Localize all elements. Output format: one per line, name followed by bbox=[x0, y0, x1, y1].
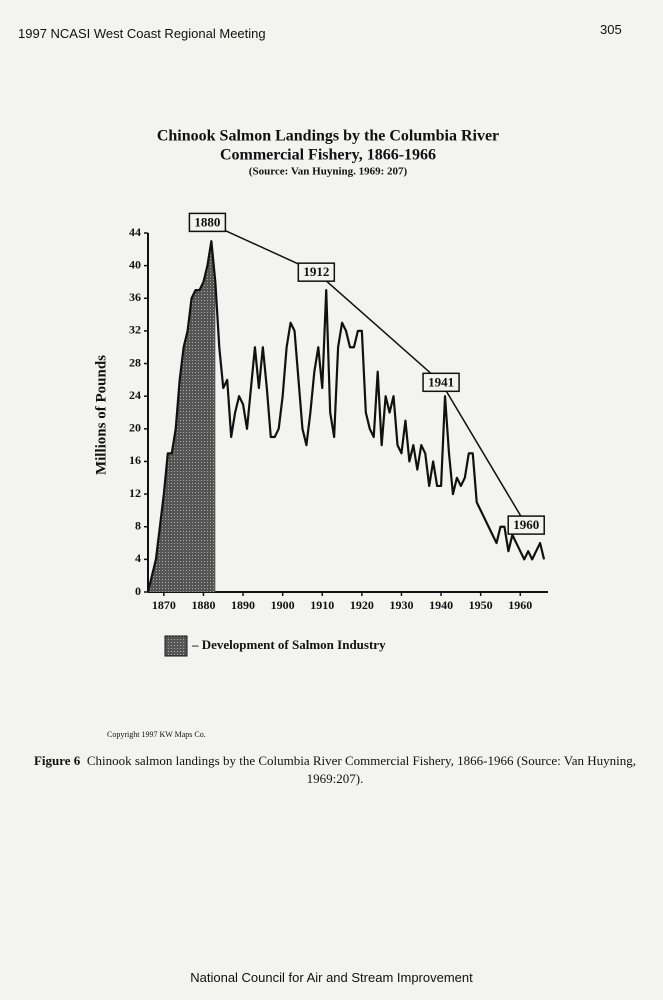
annotation-label: 1960 bbox=[513, 517, 539, 532]
x-tick-label: 1870 bbox=[152, 598, 176, 612]
y-tick-label: 44 bbox=[129, 225, 141, 239]
annotation-box bbox=[422, 372, 460, 393]
legend-label: – Development of Salmon Industry bbox=[191, 637, 386, 652]
caption: Figure 6 Chinook salmon landings by the … bbox=[30, 752, 640, 788]
annotation-label: 1941 bbox=[428, 374, 454, 389]
development-shade bbox=[148, 241, 216, 592]
caption-text: Chinook salmon landings by the Columbia … bbox=[86, 753, 637, 786]
annotation-label: 1912 bbox=[303, 264, 329, 279]
y-tick-label: 40 bbox=[129, 257, 141, 271]
legend-swatch bbox=[164, 635, 188, 657]
y-tick-label: 8 bbox=[135, 518, 141, 532]
header-left: 1997 NCASI West Coast Regional Meeting bbox=[18, 26, 266, 41]
x-tick-label: 1880 bbox=[191, 598, 215, 612]
chart-title: Commercial Fishery, 1866-1966 bbox=[220, 147, 436, 164]
y-axis-label: Millions of Pounds bbox=[93, 355, 109, 475]
annotation-box bbox=[188, 212, 227, 233]
x-tick-label: 1960 bbox=[508, 598, 532, 612]
y-tick-label: 36 bbox=[129, 290, 141, 304]
y-tick-label: 20 bbox=[129, 421, 141, 435]
annotation-label: 1880 bbox=[194, 214, 220, 229]
y-tick-label: 16 bbox=[129, 453, 141, 467]
x-tick-label: 1890 bbox=[231, 598, 255, 612]
trend-line bbox=[207, 221, 527, 526]
x-tick-label: 1900 bbox=[271, 598, 295, 612]
x-tick-label: 1910 bbox=[310, 598, 334, 612]
annotation-box bbox=[507, 515, 545, 535]
page-number: 305 bbox=[600, 22, 622, 37]
chart-subtitle: (Source: Van Huyning. 1969: 207) bbox=[249, 166, 408, 178]
x-tick-label: 1940 bbox=[429, 598, 453, 612]
caption-label: Figure 6 bbox=[33, 753, 81, 768]
y-tick-label: 0 bbox=[135, 584, 141, 598]
x-tick-label: 1930 bbox=[389, 598, 413, 612]
y-tick-label: 4 bbox=[135, 551, 141, 565]
footer: National Council for Air and Stream Impr… bbox=[190, 970, 473, 985]
annotation-box bbox=[297, 262, 336, 282]
x-tick-label: 1950 bbox=[469, 598, 493, 612]
chart: Chinook Salmon Landings by the Columbia … bbox=[93, 128, 548, 657]
y-tick-label: 28 bbox=[129, 355, 141, 369]
y-tick-label: 32 bbox=[129, 323, 141, 337]
data-line bbox=[146, 240, 546, 593]
y-tick-label: 12 bbox=[129, 486, 141, 500]
copyright: Copyright 1997 KW Maps Co. bbox=[107, 730, 206, 739]
x-tick-label: 1920 bbox=[350, 598, 374, 612]
chart-title: Chinook Salmon Landings by the Columbia … bbox=[157, 128, 499, 145]
y-tick-label: 24 bbox=[129, 388, 141, 402]
